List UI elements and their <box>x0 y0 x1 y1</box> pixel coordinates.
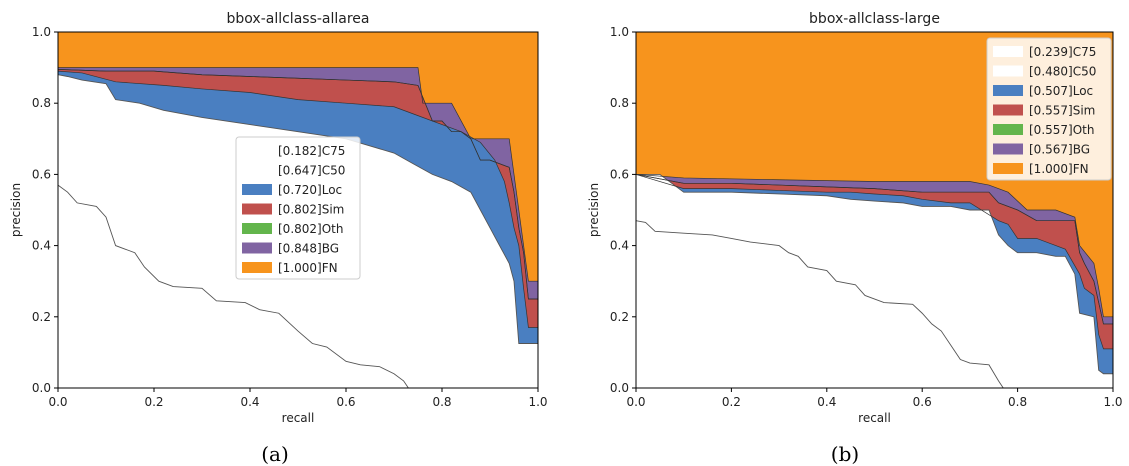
legend-swatch <box>993 46 1023 57</box>
x-tick-label: 1.0 <box>528 395 547 409</box>
x-tick-label: 1.0 <box>1103 395 1122 409</box>
y-tick-label: 0.8 <box>610 96 629 110</box>
y-tick-label: 0.6 <box>32 167 51 181</box>
line--0-239-c75 <box>635 220 1113 389</box>
legend-label: [0.507]Loc <box>1029 84 1093 98</box>
x-tick-label: 0.6 <box>913 395 932 409</box>
legend-label: [1.000]FN <box>1029 162 1089 176</box>
x-axis-label: recall <box>858 411 891 425</box>
legend-swatch <box>993 65 1023 77</box>
line--0-848-bg <box>58 67 538 282</box>
legend-label: [0.480]C50 <box>1029 65 1096 79</box>
line--0-182-c75 <box>57 184 538 389</box>
figure-caption: (b) <box>831 442 859 466</box>
legend-label: [0.557]Sim <box>1029 104 1095 118</box>
chart-title: bbox-allclass-large <box>809 11 940 27</box>
axes-frame <box>635 31 1114 389</box>
x-tick-label: 0.8 <box>1008 395 1027 409</box>
x-tick-label: 0.8 <box>432 395 451 409</box>
legend-label: [0.802]Sim <box>278 203 344 217</box>
legend-swatch <box>993 163 1023 174</box>
legend-swatch <box>993 104 1023 116</box>
legend-label: [0.848]BG <box>278 242 339 256</box>
y-tick-label: 0.0 <box>32 381 51 395</box>
legend-swatch <box>242 184 272 195</box>
y-tick-label: 1.0 <box>32 25 51 39</box>
legend-label: [0.720]Loc <box>278 183 342 197</box>
x-axis-label: recall <box>282 411 315 425</box>
x-tick-label: 0.2 <box>722 395 741 409</box>
x-tick-label: 0.4 <box>240 395 259 409</box>
line--0-480-c50 <box>636 173 1113 375</box>
y-tick-label: 1.0 <box>610 25 629 39</box>
legend-swatch <box>993 124 1023 135</box>
chart-title: bbox-allclass-allarea <box>227 11 370 27</box>
x-tick-label: 0.6 <box>336 395 355 409</box>
legend-label: [1.000]FN <box>278 261 338 275</box>
legend-label: [0.239]C75 <box>1029 45 1096 59</box>
legend-label: [0.182]C75 <box>278 144 345 158</box>
legend-swatch <box>242 262 272 273</box>
chart-panel-2: 0.0 0.2 0.4 0.6 0.8 1.0 0.0 0.2 0.4 0.6 0.8 1.0 bbox… <box>587 11 1123 466</box>
legend-swatch <box>242 203 272 215</box>
legend-label: [0.557]Oth <box>1029 123 1094 137</box>
x-tick-label: 0.0 <box>626 395 645 409</box>
line--0-507-loc <box>635 174 1113 350</box>
y-tick-label: 0.8 <box>32 96 51 110</box>
y-tick-label: 0.2 <box>610 310 629 324</box>
y-tick-label: 0.4 <box>32 239 51 253</box>
y-tick-label: 0.0 <box>610 381 629 395</box>
area--0-720-loc <box>58 71 538 344</box>
legend-label: [0.647]C50 <box>278 164 345 178</box>
line--0-720-loc <box>57 70 538 328</box>
area--0-239-c75 <box>636 220 1113 388</box>
legend-label: [0.567]BG <box>1029 143 1090 157</box>
legend: [0.239]C75 [0.480]C50 [0.507]Loc [0.557]Sim… <box>986 37 1112 181</box>
area--0-480-c50 <box>636 174 1113 388</box>
legend-swatch <box>993 143 1023 155</box>
y-axis-label: precision <box>587 183 601 237</box>
figure-caption: (a) <box>261 442 289 466</box>
line--0-567-bg <box>635 174 1113 318</box>
x-tick-label: 0.4 <box>817 395 836 409</box>
y-tick-label: 0.6 <box>610 167 629 181</box>
legend-swatch <box>242 223 272 234</box>
area--1-000-fn <box>58 32 538 282</box>
line--0-557-oth <box>635 174 1113 325</box>
area--0-182-c75 <box>58 185 538 388</box>
x-tick-label: 0.2 <box>144 395 163 409</box>
legend-swatch <box>993 85 1023 96</box>
legend-swatch <box>242 164 272 176</box>
y-tick-label: 0.4 <box>610 239 629 253</box>
legend-swatch <box>242 145 272 156</box>
axes-frame <box>57 31 539 389</box>
line--0-802-oth <box>57 69 538 300</box>
x-tick-label: 0.0 <box>48 395 67 409</box>
y-axis-label: precision <box>9 183 23 237</box>
y-tick-label: 0.2 <box>32 310 51 324</box>
legend: [0.182]C75 [0.647]C50 [0.720]Loc [0.802]Sim… <box>235 136 361 280</box>
legend-swatch <box>242 242 272 254</box>
legend-label: [0.802]Oth <box>278 222 343 236</box>
chart-panel-1: 0.0 0.2 0.4 0.6 0.8 1.0 0.0 0.2 0.4 0.6 0.8 1.0 bbox… <box>9 11 548 466</box>
line--0-647-c50 <box>57 74 538 344</box>
